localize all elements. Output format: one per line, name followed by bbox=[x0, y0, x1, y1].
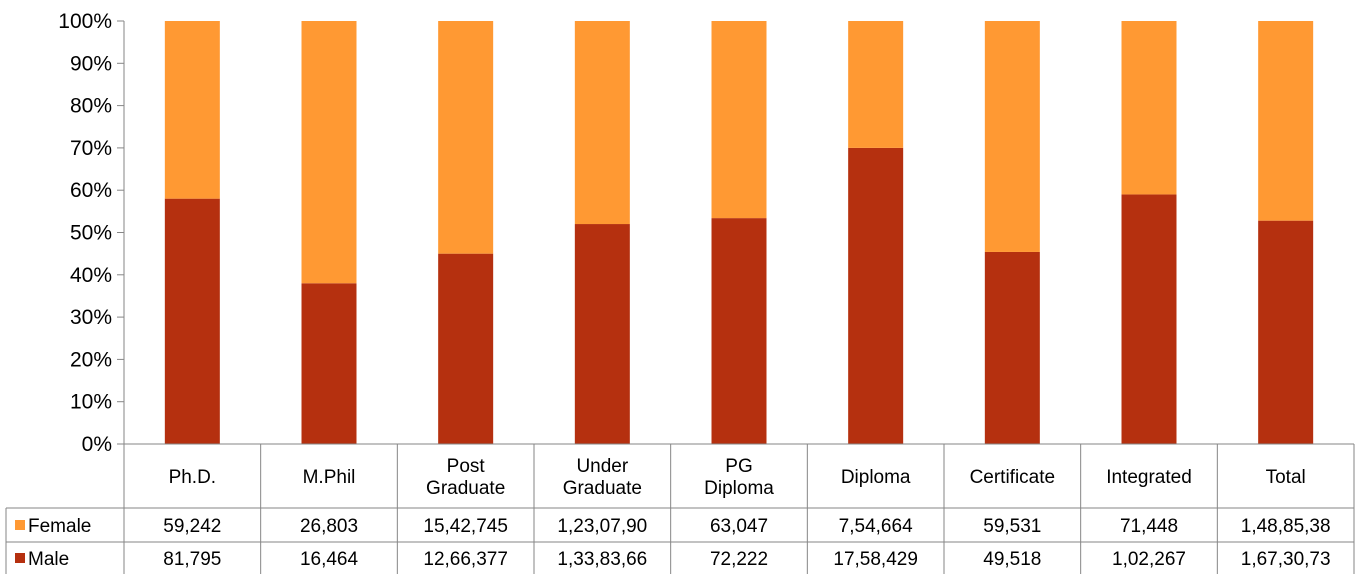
table-cell-value: 1,23,07,90 bbox=[557, 516, 647, 537]
table-cell-value: 15,42,745 bbox=[423, 516, 508, 537]
y-tick-label: 100% bbox=[58, 10, 112, 33]
bar-female-1 bbox=[301, 21, 357, 284]
bar-female-6 bbox=[984, 21, 1040, 252]
bar-female-4 bbox=[711, 21, 767, 219]
table-cell-value: 1,33,83,66 bbox=[557, 549, 647, 570]
table-cell-value: 49,518 bbox=[983, 549, 1041, 570]
y-tick-label: 80% bbox=[70, 95, 112, 118]
y-tick-label: 90% bbox=[70, 52, 112, 75]
bar-female-8 bbox=[1258, 21, 1314, 221]
legend-swatch-1 bbox=[15, 553, 25, 563]
y-tick-label: 60% bbox=[70, 179, 112, 202]
y-tick-label: 10% bbox=[70, 391, 112, 414]
bar-male-7 bbox=[1121, 194, 1177, 444]
x-category-label: Total bbox=[1266, 467, 1306, 488]
table-cell-value: 7,54,664 bbox=[839, 516, 913, 537]
table-cell-value: 16,464 bbox=[300, 549, 359, 570]
y-tick-label: 70% bbox=[70, 137, 112, 160]
table-cell-value: 1,48,85,38 bbox=[1241, 516, 1331, 537]
bar-male-6 bbox=[984, 251, 1040, 444]
x-category-label: Under bbox=[576, 456, 628, 477]
bar-male-0 bbox=[164, 198, 220, 444]
bar-female-3 bbox=[574, 21, 630, 225]
table-cell-value: 26,803 bbox=[300, 516, 358, 537]
bar-female-5 bbox=[848, 21, 904, 148]
bar-male-4 bbox=[711, 218, 767, 444]
x-category-label: Post bbox=[447, 456, 486, 477]
table-cell-value: 81,795 bbox=[163, 549, 221, 570]
y-tick-label: 20% bbox=[70, 348, 112, 371]
axes-layer: 0% 10% 20% 30% 40% 50% 60% 70% 80% 90% 100% bbox=[58, 10, 125, 456]
table-cell-value: 1,02,267 bbox=[1112, 549, 1186, 570]
x-category-label: M.Phil bbox=[303, 467, 356, 488]
table-cell-value: 59,531 bbox=[983, 516, 1041, 537]
bar-male-8 bbox=[1258, 220, 1314, 444]
y-tick-label: 40% bbox=[70, 264, 112, 287]
data-table: Ph.D. M.PhilPostGraduateUnderGraduatePGDi… bbox=[5, 443, 1355, 574]
y-tick-label: 50% bbox=[70, 222, 112, 245]
bar-female-2 bbox=[438, 21, 494, 254]
x-category-label: Certificate bbox=[970, 467, 1056, 488]
table-cell-value: 17,58,429 bbox=[833, 549, 918, 570]
bar-male-1 bbox=[301, 283, 357, 444]
table-cell-value: 59,242 bbox=[163, 516, 221, 537]
bars-layer bbox=[164, 21, 1314, 444]
x-category-label: Diploma bbox=[841, 467, 911, 488]
table-cell-value: 71,448 bbox=[1120, 516, 1178, 537]
legend-label: Male bbox=[28, 549, 69, 570]
y-tick-label: 0% bbox=[82, 433, 112, 456]
x-category-label: Graduate bbox=[426, 478, 505, 499]
legend-label: Female bbox=[28, 516, 91, 537]
bar-male-5 bbox=[848, 147, 904, 444]
table-cell-value: 12,66,377 bbox=[423, 549, 508, 570]
bar-female-0 bbox=[164, 21, 220, 199]
bar-male-2 bbox=[438, 253, 494, 444]
x-category-label: Graduate bbox=[563, 478, 642, 499]
table-cell-value: 1,67,30,73 bbox=[1241, 549, 1331, 570]
bar-female-7 bbox=[1121, 21, 1177, 195]
y-tick-label: 30% bbox=[70, 306, 112, 329]
legend-swatch-0 bbox=[15, 520, 25, 530]
table-cell-value: 72,222 bbox=[710, 549, 768, 570]
x-category-label: Ph.D. bbox=[169, 467, 217, 488]
table-cell-value: 63,047 bbox=[710, 516, 768, 537]
x-category-label: Diploma bbox=[704, 478, 774, 499]
bar-male-3 bbox=[574, 224, 630, 444]
x-category-label: PG bbox=[725, 456, 752, 477]
x-category-label: Integrated bbox=[1106, 467, 1192, 488]
